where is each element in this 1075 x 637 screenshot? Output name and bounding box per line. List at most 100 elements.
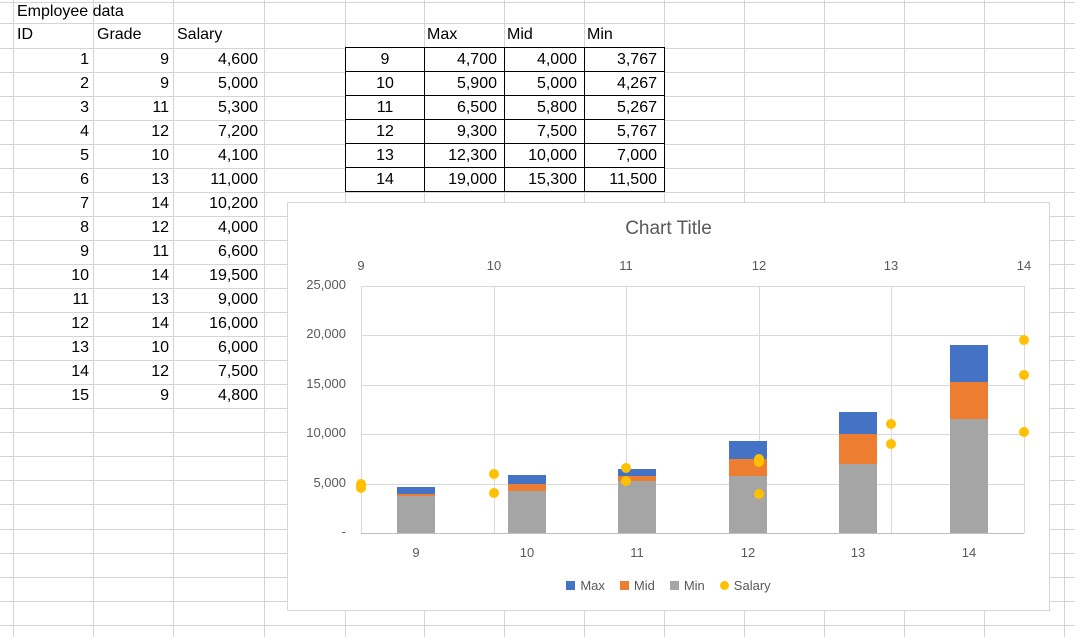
salary-point[interactable]	[1019, 335, 1029, 346]
employee-cell[interactable]: 9	[80, 243, 89, 260]
summary-cell[interactable]: 11,500	[585, 168, 665, 192]
salary-point[interactable]	[886, 439, 897, 450]
employee-cell[interactable]: 4,000	[217, 219, 258, 236]
employee-cell[interactable]: 10	[151, 147, 169, 164]
summary-cell[interactable]: 3,767	[585, 48, 665, 72]
summary-cell[interactable]: 5,767	[585, 120, 665, 144]
employee-cell[interactable]: 6,600	[217, 243, 258, 260]
employee-cell[interactable]: 12	[151, 123, 169, 140]
employee-cell[interactable]: 9	[160, 75, 169, 92]
bar-min[interactable]	[508, 490, 546, 533]
sheet-title[interactable]: Employee data	[17, 3, 124, 20]
employee-cell[interactable]: 12	[71, 315, 89, 332]
employee-cell[interactable]: 7,500	[217, 363, 258, 380]
employee-cell[interactable]: 13	[151, 171, 169, 188]
employee-cell[interactable]: 14	[151, 195, 169, 212]
bar-min[interactable]	[839, 463, 877, 533]
employee-cell[interactable]: 11	[72, 291, 89, 308]
employee-cell[interactable]: 16,000	[209, 315, 258, 332]
employee-cell[interactable]: 12	[151, 363, 169, 380]
summary-cell[interactable]: 4,267	[585, 72, 665, 96]
bar-min[interactable]	[950, 419, 988, 533]
employee-cell[interactable]: 5	[80, 147, 89, 164]
legend-item-max[interactable]: Max	[566, 578, 605, 593]
salary-point[interactable]	[488, 487, 499, 498]
employee-cell[interactable]: 3	[80, 99, 89, 116]
employee-cell[interactable]: 8	[80, 219, 89, 236]
employee-cell[interactable]: 4,800	[217, 387, 258, 404]
summary-cell[interactable]: 7,000	[585, 144, 665, 168]
summary-cell[interactable]: 14	[346, 168, 425, 192]
employee-cell[interactable]: 11	[152, 243, 169, 260]
employee-cell[interactable]: 19,500	[209, 267, 258, 284]
employee-cell[interactable]: 9,000	[217, 291, 258, 308]
summary-cell[interactable]: 12	[346, 120, 425, 144]
summary-header-mid[interactable]: Mid	[507, 26, 533, 43]
employee-cell[interactable]: 15	[71, 387, 89, 404]
employee-cell[interactable]: 14	[151, 267, 169, 284]
emp-header-salary[interactable]: Salary	[177, 26, 223, 43]
summary-cell[interactable]: 5,267	[585, 96, 665, 120]
salary-point[interactable]	[1019, 369, 1029, 380]
employee-cell[interactable]: 11	[152, 99, 169, 116]
employee-cell[interactable]: 13	[151, 291, 169, 308]
summary-cell[interactable]: 9,300	[425, 120, 505, 144]
salary-point[interactable]	[1019, 427, 1029, 438]
employee-cell[interactable]: 14	[71, 363, 89, 380]
legend-item-mid[interactable]: Mid	[619, 578, 655, 593]
summary-cell[interactable]: 4,000	[505, 48, 585, 72]
summary-cell[interactable]: 5,900	[425, 72, 505, 96]
chart[interactable]: Chart Title Max Mid Min Salary 25,000 20,000…	[287, 202, 1050, 611]
employee-cell[interactable]: 7	[80, 195, 89, 212]
employee-cell[interactable]: 1	[80, 51, 89, 68]
summary-cell[interactable]: 9	[346, 48, 425, 72]
employee-cell[interactable]: 9	[160, 387, 169, 404]
summary-header-min[interactable]: Min	[587, 26, 613, 43]
bar-min[interactable]	[397, 495, 435, 533]
employee-cell[interactable]: 6	[80, 171, 89, 188]
employee-cell[interactable]: 11,000	[210, 171, 258, 188]
summary-cell[interactable]: 7,500	[505, 120, 585, 144]
employee-cell[interactable]: 4,600	[217, 51, 258, 68]
legend-item-salary[interactable]: Salary	[719, 578, 771, 593]
summary-cell[interactable]: 19,000	[425, 168, 505, 192]
employee-cell[interactable]: 10,200	[209, 195, 258, 212]
bar-min[interactable]	[729, 476, 767, 533]
salary-point[interactable]	[621, 462, 632, 473]
salary-point[interactable]	[621, 475, 632, 486]
salary-point[interactable]	[753, 488, 764, 499]
summary-cell[interactable]: 10	[346, 72, 425, 96]
summary-header-max[interactable]: Max	[427, 26, 458, 43]
salary-point[interactable]	[488, 468, 499, 479]
salary-point[interactable]	[753, 453, 764, 464]
summary-cell[interactable]: 12,300	[425, 144, 505, 168]
emp-header-grade[interactable]: Grade	[97, 26, 142, 43]
employee-cell[interactable]: 13	[71, 339, 89, 356]
emp-header-id[interactable]: ID	[17, 26, 33, 43]
summary-cell[interactable]: 15,300	[505, 168, 585, 192]
summary-cell[interactable]: 5,000	[505, 72, 585, 96]
chart-title[interactable]: Chart Title	[625, 218, 712, 239]
employee-cell[interactable]: 7,200	[217, 123, 258, 140]
employee-cell[interactable]: 4,100	[217, 147, 258, 164]
employee-cell[interactable]: 5,000	[217, 75, 258, 92]
chart-legend[interactable]: Max Mid Min Salary	[288, 578, 1049, 593]
employee-cell[interactable]: 6,000	[217, 339, 258, 356]
employee-cell[interactable]: 5,300	[217, 99, 258, 116]
employee-cell[interactable]: 4	[80, 123, 89, 140]
summary-cell[interactable]: 4,700	[425, 48, 505, 72]
employee-cell[interactable]: 14	[151, 315, 169, 332]
salary-point[interactable]	[886, 419, 897, 430]
summary-cell[interactable]: 11	[346, 96, 425, 120]
summary-cell[interactable]: 10,000	[505, 144, 585, 168]
employee-cell[interactable]: 9	[160, 51, 169, 68]
employee-cell[interactable]: 2	[80, 75, 89, 92]
bar-min[interactable]	[618, 481, 656, 533]
legend-item-min[interactable]: Min	[669, 578, 705, 593]
summary-cell[interactable]: 6,500	[425, 96, 505, 120]
employee-cell[interactable]: 10	[71, 267, 89, 284]
summary-cell[interactable]: 13	[346, 144, 425, 168]
employee-cell[interactable]: 10	[151, 339, 169, 356]
employee-cell[interactable]: 12	[151, 219, 169, 236]
salary-point[interactable]	[356, 480, 366, 491]
